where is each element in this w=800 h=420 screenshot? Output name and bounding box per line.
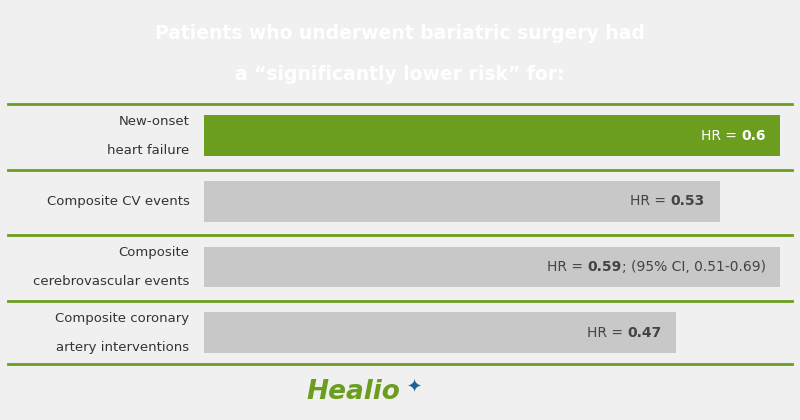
Text: ; (95% CI, 0.51-0.69): ; (95% CI, 0.51-0.69) — [622, 260, 766, 274]
Bar — [204, 181, 719, 222]
Text: Healio: Healio — [306, 378, 400, 404]
Text: HR =: HR = — [701, 129, 741, 143]
Text: cerebrovascular events: cerebrovascular events — [34, 275, 190, 288]
Bar — [204, 116, 780, 156]
Text: 0.47: 0.47 — [628, 326, 662, 340]
Text: Composite coronary: Composite coronary — [55, 312, 190, 325]
Text: 0.6: 0.6 — [741, 129, 766, 143]
Text: heart failure: heart failure — [107, 144, 190, 157]
Bar — [204, 312, 676, 353]
Text: HR =: HR = — [587, 326, 628, 340]
Text: 0.53: 0.53 — [671, 194, 705, 208]
Text: ✦: ✦ — [406, 378, 421, 396]
Text: artery interventions: artery interventions — [57, 341, 190, 354]
Text: HR =: HR = — [547, 260, 587, 274]
Text: a “significantly lower risk” for:: a “significantly lower risk” for: — [235, 65, 565, 84]
Text: HR =: HR = — [630, 194, 671, 208]
Text: 0.59: 0.59 — [587, 260, 622, 274]
Text: Composite CV events: Composite CV events — [46, 195, 190, 208]
Text: Patients who underwent bariatric surgery had: Patients who underwent bariatric surgery… — [155, 24, 645, 43]
Bar — [204, 247, 780, 287]
Text: Composite: Composite — [118, 246, 190, 259]
Text: New-onset: New-onset — [118, 115, 190, 128]
